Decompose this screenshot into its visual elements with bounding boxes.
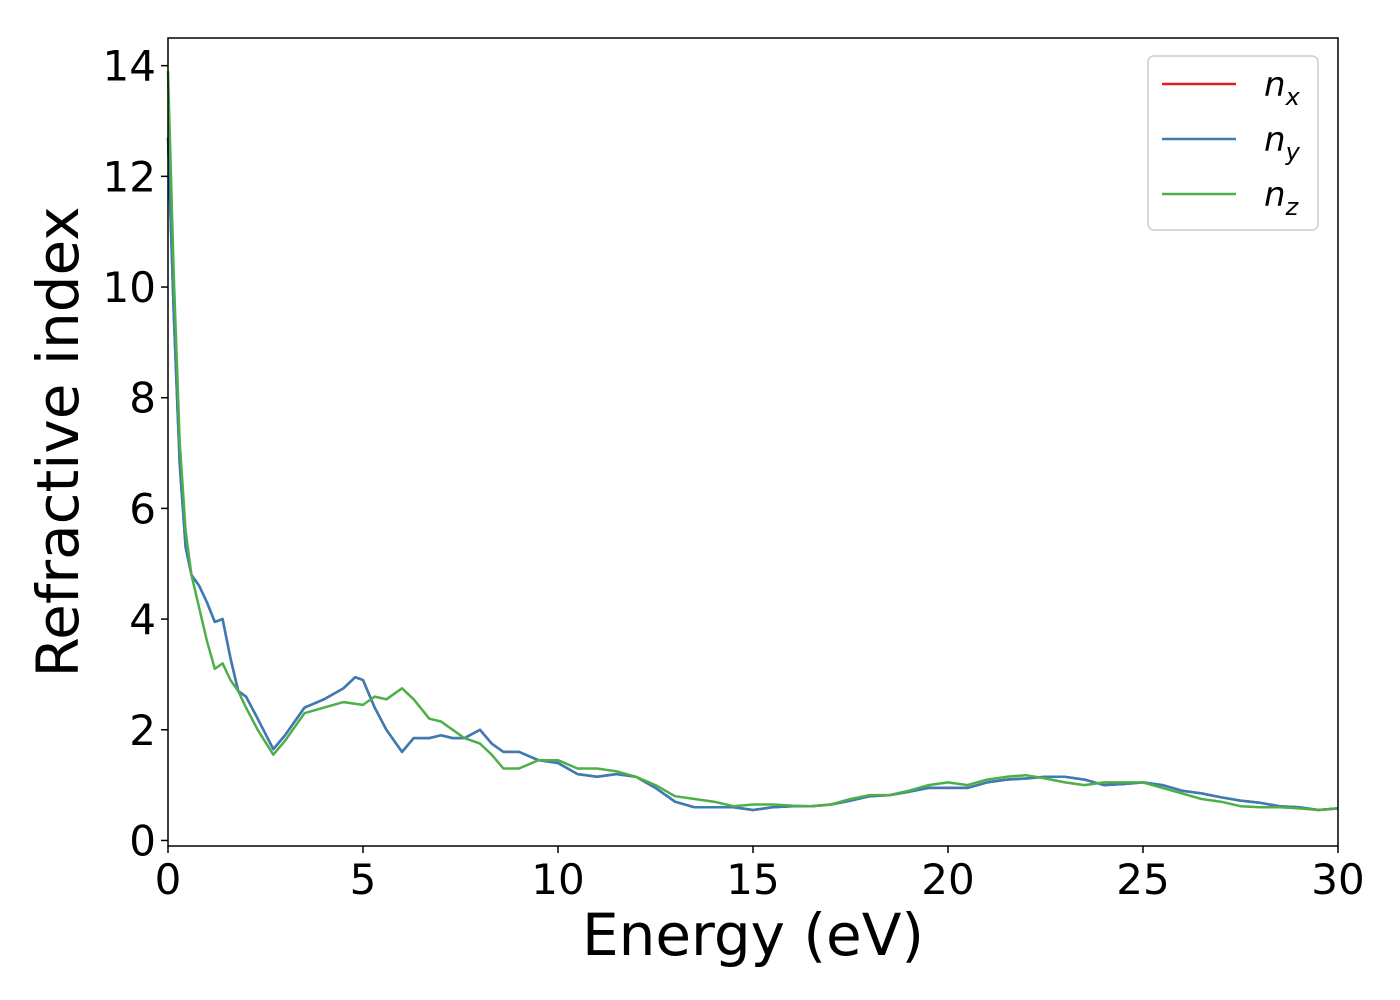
plot-background bbox=[168, 38, 1338, 846]
y-axis-ticks: 0 2 4 6 8 10 12 14 bbox=[103, 42, 168, 865]
x-tick-label: 15 bbox=[726, 855, 779, 904]
x-tick-label: 30 bbox=[1311, 855, 1364, 904]
series-line-nz bbox=[166, 71, 1339, 812]
x-tick-label: 5 bbox=[350, 855, 377, 904]
x-tick-label: 20 bbox=[921, 855, 974, 904]
legend-box bbox=[1147, 55, 1319, 231]
y-tick-label: 4 bbox=[129, 595, 156, 644]
x-tick-label: 25 bbox=[1116, 855, 1169, 904]
y-axis-title: Refractive index bbox=[24, 206, 92, 677]
y-tick-label: 6 bbox=[129, 484, 156, 533]
x-tick-label: 0 bbox=[155, 855, 182, 904]
x-axis-title: Energy (eV) bbox=[582, 901, 924, 969]
y-tick-label: 8 bbox=[129, 374, 156, 423]
legend-label-ny: ny bbox=[1264, 120, 1301, 166]
y-tick-label: 12 bbox=[103, 152, 156, 201]
y-tick-label: 14 bbox=[103, 42, 156, 91]
y-tick-label: 2 bbox=[129, 706, 156, 755]
x-tick-label: 10 bbox=[531, 855, 584, 904]
series-layer bbox=[166, 71, 1339, 812]
series-line-ny bbox=[166, 137, 1339, 812]
x-axis-ticks: 0 5 10 15 20 25 30 bbox=[155, 846, 1365, 904]
y-tick-label: 10 bbox=[103, 263, 156, 312]
y-tick-label: 0 bbox=[129, 816, 156, 865]
